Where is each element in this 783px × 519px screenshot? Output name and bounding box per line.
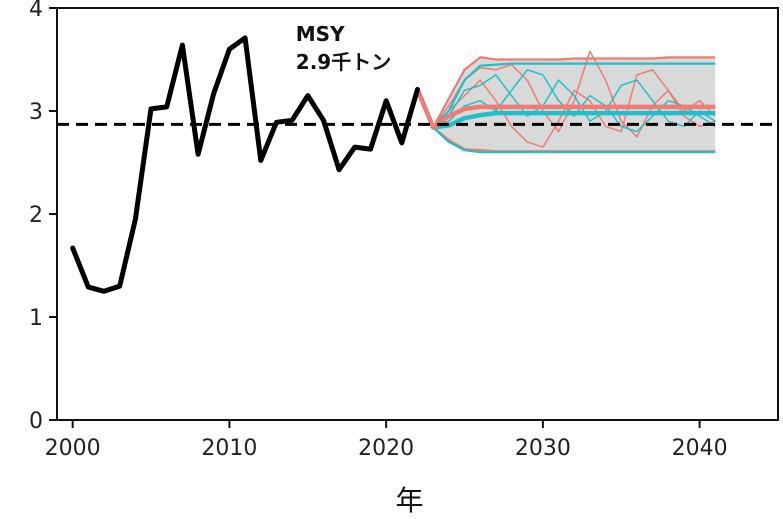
y-tick-label-3: 3 bbox=[29, 100, 43, 125]
band-2-lower bbox=[416, 88, 716, 154]
x-axis: 2000 2010 2020 2030 2040 bbox=[45, 420, 728, 461]
y-tick-label-4: 4 bbox=[29, 0, 43, 22]
msy-annotation-line2: 2.9千トン bbox=[296, 50, 391, 74]
y-tick-label-0: 0 bbox=[29, 409, 43, 434]
plot-layers bbox=[57, 35, 778, 294]
y-tick-label-2: 2 bbox=[29, 203, 43, 228]
sample-path-3 bbox=[432, 74, 716, 129]
band-1-upper bbox=[416, 56, 716, 129]
x-tick-label-2020: 2020 bbox=[358, 436, 414, 461]
sample-path-2 bbox=[432, 69, 716, 148]
x-tick-label-2030: 2030 bbox=[515, 436, 571, 461]
band-2-median bbox=[415, 88, 716, 130]
sample-path-4 bbox=[432, 69, 716, 133]
observed-series-line bbox=[70, 35, 420, 294]
y-axis: 0 1 2 3 4 bbox=[29, 0, 57, 434]
x-tick-label-2010: 2010 bbox=[201, 436, 257, 461]
x-tick-label-2000: 2000 bbox=[45, 436, 101, 461]
msy-annotation-line1: MSY bbox=[296, 22, 345, 46]
band-2-upper bbox=[416, 62, 716, 129]
band-1-median bbox=[415, 88, 716, 130]
x-tick-label-2040: 2040 bbox=[672, 436, 728, 461]
y-tick-label-1: 1 bbox=[29, 306, 43, 331]
x-axis-title: 年 bbox=[395, 484, 423, 517]
